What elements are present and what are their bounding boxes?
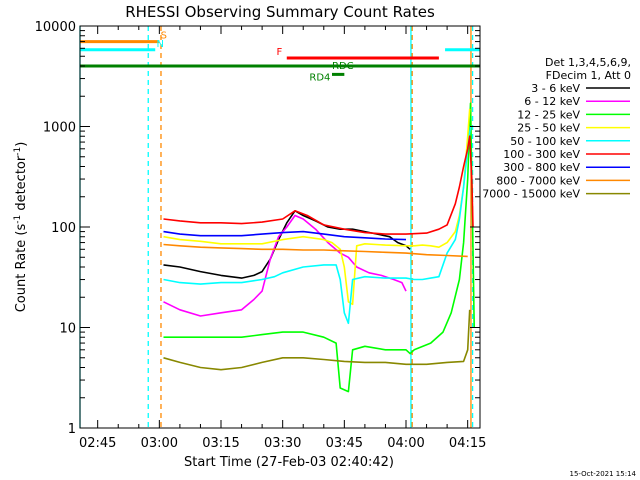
y-tick-label-10: 10 (59, 322, 76, 337)
legend-title-line-2: FDecim 1, Att 0 (546, 69, 631, 82)
legend-label-3-6-kev: 3 - 6 keV (531, 82, 580, 95)
legend-label-7000-15000-kev: 7000 - 15000 keV (482, 188, 580, 201)
series-line-12-25-kev (163, 102, 475, 393)
x-tick-label-02-45: 02:45 (79, 436, 116, 451)
series-line-800-7000-kev (163, 243, 468, 258)
legend-label-300-800-kev: 300 - 800 keV (503, 161, 580, 174)
x-axis-label: Start Time (27-Feb-03 02:40:42) (184, 455, 394, 470)
legend-label-100-300-kev: 100 - 300 keV (503, 148, 580, 161)
flag-label-rdc: RDC (332, 61, 354, 72)
y-tick-label-1: 1 (68, 422, 76, 437)
x-tick-label-03-00: 03:00 (141, 436, 178, 451)
flag-label-s: S (161, 31, 167, 42)
series-line-300-800-kev (163, 230, 407, 241)
chart-title: RHESSI Observing Summary Count Rates (125, 3, 435, 21)
y-tick-label-100: 100 (51, 221, 76, 236)
x-tick-label-03-45: 03:45 (326, 436, 363, 451)
y-axis-label: Count Rate (s-1 detector-1) (13, 142, 29, 313)
footer-timestamp: 15-Oct-2021 15:14 (570, 470, 637, 478)
legend-label-800-7000-kev: 800 - 7000 keV (496, 174, 580, 187)
x-tick-label-04-00: 04:00 (387, 436, 424, 451)
flag-label-n: N (156, 39, 163, 50)
x-tick-label-04-15: 04:15 (449, 436, 486, 451)
flag-label-rd4: RD4 (309, 72, 330, 83)
y-axis: 1 10 100 1000 10000 (35, 20, 480, 437)
series-line-25-50-kev (163, 108, 471, 306)
flag-label-f: F (277, 47, 283, 58)
legend: Det 1,3,4,5,6,9, FDecim 1, Att 0 3 - 6 k… (482, 56, 631, 201)
y-tick-label-10000: 10000 (35, 20, 76, 35)
legend-label-25-50-kev: 25 - 50 keV (517, 122, 580, 135)
x-tick-label-03-15: 03:15 (202, 436, 239, 451)
x-axis: 02:45 03:00 03:15 03:30 03:45 04:00 04:15 (79, 26, 486, 451)
series-line-100-300-kev (163, 135, 474, 235)
legend-label-6-12-kev: 6 - 12 keV (524, 95, 580, 108)
x-tick-label-03-30: 03:30 (264, 436, 301, 451)
legend-label-12-25-kev: 12 - 25 keV (517, 108, 580, 121)
series-line-7000-15000-kev (163, 309, 471, 371)
series-line-50-100-kev (163, 126, 472, 325)
y-tick-label-1000: 1000 (43, 121, 76, 136)
legend-label-50-100-kev: 50 - 100 keV (510, 135, 580, 148)
series-line-6-12-kev (163, 214, 407, 317)
legend-title-line-1: Det 1,3,4,5,6,9, (545, 56, 631, 69)
